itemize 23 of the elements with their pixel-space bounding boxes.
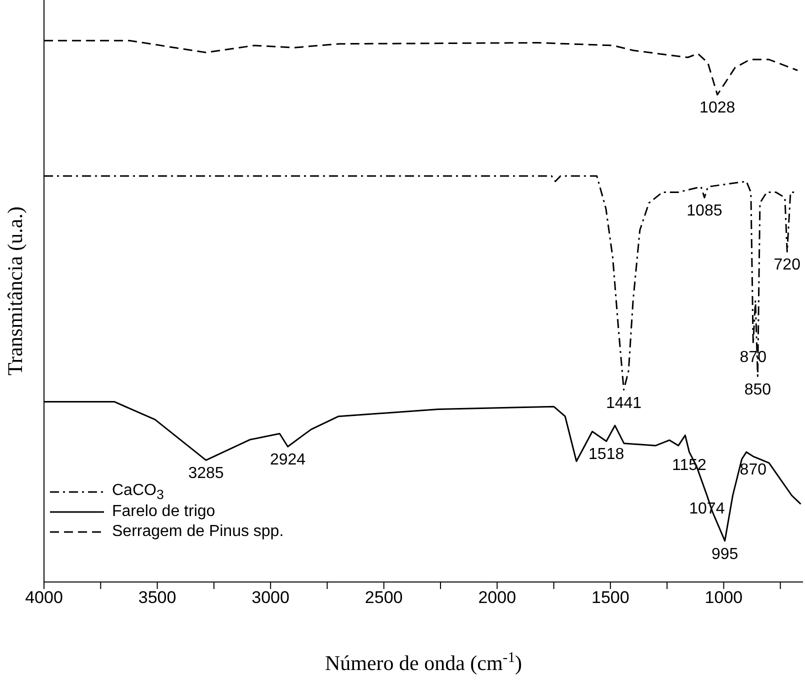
- x-tick-label: 2500: [364, 588, 403, 608]
- annotation: 720: [774, 256, 801, 274]
- annotation: 1441: [606, 394, 642, 412]
- annotation: 1085: [686, 202, 722, 220]
- x-axis-title: Número de onda (cm$^{-1}$): [324, 650, 522, 675]
- x-tick-label: 4000: [25, 588, 63, 608]
- legend-label: Farelo de trigo: [112, 503, 216, 521]
- annotation: 1518: [588, 446, 624, 464]
- annotation: 995: [711, 546, 738, 563]
- x-tick-label: 2000: [478, 588, 516, 608]
- x-tick-label: 1000: [704, 588, 743, 608]
- legend-label: CaCO$_{3}$: [112, 482, 164, 502]
- annotation: 1028: [700, 100, 736, 117]
- annotation: 3285: [188, 465, 224, 482]
- x-tick-label: 1500: [592, 588, 630, 608]
- annotation: 2924: [270, 452, 306, 469]
- legend-label: Serragem de Pinus spp.: [112, 523, 284, 541]
- y-axis-title: Transmitância (u.a.): [3, 206, 27, 376]
- annotation: 870: [740, 348, 767, 366]
- x-tick-label: 3000: [252, 588, 290, 608]
- annotation: 850: [744, 381, 772, 398]
- annotation: 870: [740, 461, 767, 478]
- x-tick-label: 3500: [138, 588, 176, 608]
